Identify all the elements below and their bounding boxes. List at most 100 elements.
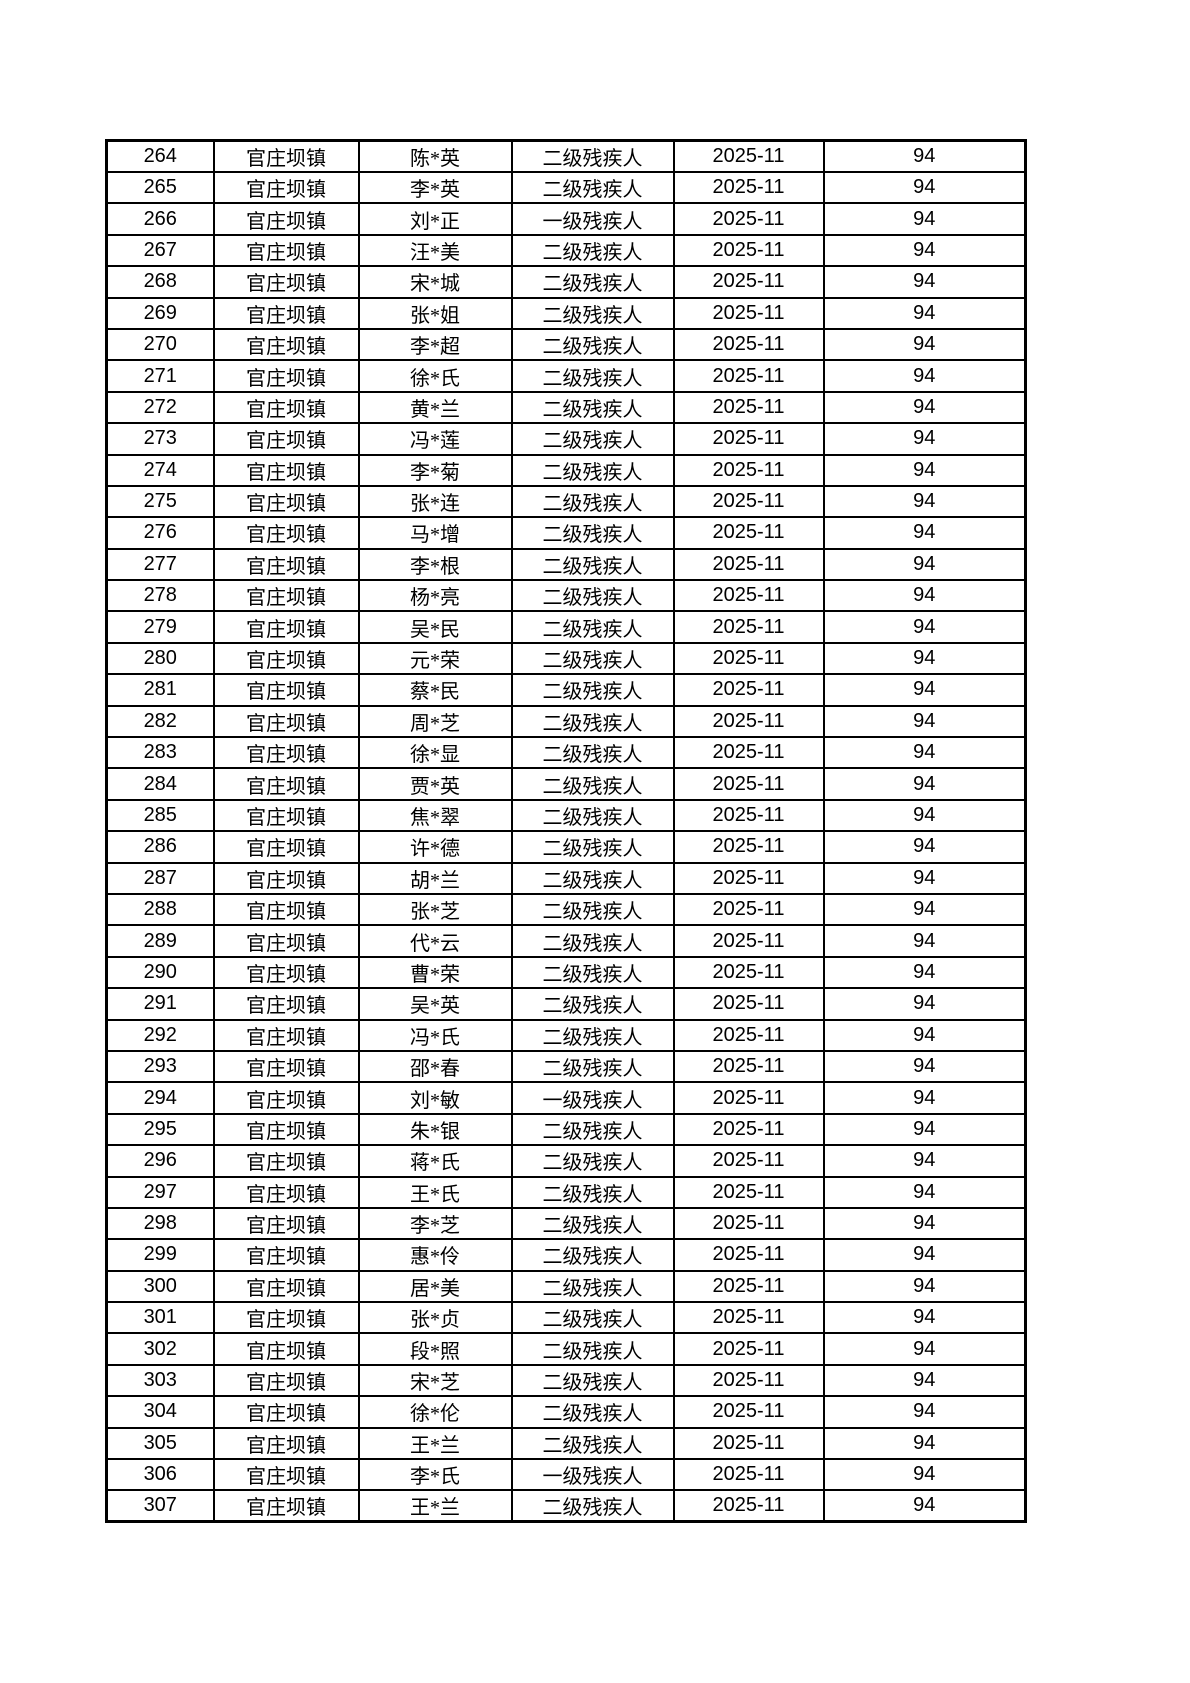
cell-town: 官庄坝镇 [212,1395,360,1429]
cell-amount: 94 [822,1049,1027,1084]
table-row: 269 官庄坝镇 张*姐 二级残疾人 2025-11 94 [105,296,1027,330]
cell-level: 一级残疾人 [510,1458,675,1492]
cell-month: 2025-11 [672,170,825,205]
cell-amount: 94 [822,170,1027,205]
cell-name: 徐*氏 [357,359,513,393]
cell-month: 2025-11 [672,861,825,895]
table-row: 304 官庄坝镇 徐*伦 二级残疾人 2025-11 94 [105,1395,1027,1429]
cell-level: 二级残疾人 [510,830,675,864]
cell-seq: 299 [105,1238,215,1272]
cell-seq: 297 [105,1175,215,1209]
cell-month: 2025-11 [672,1112,825,1147]
cell-level: 二级残疾人 [510,1144,675,1178]
cell-town: 官庄坝镇 [212,1112,360,1147]
cell-level: 二级残疾人 [510,422,675,456]
cell-month: 2025-11 [672,1238,825,1272]
table-row: 275 官庄坝镇 张*连 二级残疾人 2025-11 94 [105,484,1027,519]
cell-amount: 94 [822,516,1027,550]
cell-town: 官庄坝镇 [212,955,360,990]
cell-amount: 94 [822,296,1027,330]
table-row: 276 官庄坝镇 马*增 二级残疾人 2025-11 94 [105,516,1027,550]
cell-seq: 285 [105,798,215,833]
cell-town: 官庄坝镇 [212,924,360,958]
table-row: 280 官庄坝镇 元*荣 二级残疾人 2025-11 94 [105,641,1027,676]
cell-seq: 267 [105,233,215,268]
cell-amount: 94 [822,1458,1027,1492]
cell-month: 2025-11 [672,987,825,1021]
cell-seq: 273 [105,422,215,456]
cell-month: 2025-11 [672,579,825,613]
cell-seq: 274 [105,453,215,487]
cell-level: 二级残疾人 [510,1206,675,1241]
cell-name: 张*姐 [357,296,513,330]
cell-seq: 304 [105,1395,215,1429]
cell-town: 官庄坝镇 [212,1175,360,1209]
cell-amount: 94 [822,987,1027,1021]
table-row: 302 官庄坝镇 段*照 二级残疾人 2025-11 94 [105,1332,1027,1366]
cell-town: 官庄坝镇 [212,390,360,425]
cell-amount: 94 [822,704,1027,739]
cell-amount: 94 [822,1395,1027,1429]
cell-town: 官庄坝镇 [212,484,360,519]
cell-amount: 94 [822,139,1027,173]
cell-town: 官庄坝镇 [212,265,360,299]
cell-seq: 298 [105,1206,215,1241]
cell-seq: 282 [105,704,215,739]
cell-month: 2025-11 [672,484,825,519]
cell-amount: 94 [822,453,1027,487]
cell-level: 二级残疾人 [510,579,675,613]
table-row: 286 官庄坝镇 许*德 二级残疾人 2025-11 94 [105,830,1027,864]
cell-level: 二级残疾人 [510,1426,675,1461]
cell-month: 2025-11 [672,1144,825,1178]
cell-level: 一级残疾人 [510,1081,675,1115]
cell-name: 汪*美 [357,233,513,268]
table-row: 283 官庄坝镇 徐*显 二级残疾人 2025-11 94 [105,736,1027,770]
cell-name: 王*兰 [357,1426,513,1461]
cell-month: 2025-11 [672,1426,825,1461]
cell-month: 2025-11 [672,1489,825,1523]
cell-amount: 94 [822,955,1027,990]
cell-level: 二级残疾人 [510,704,675,739]
table-row: 303 官庄坝镇 宋*芝 二级残疾人 2025-11 94 [105,1363,1027,1398]
table-row: 279 官庄坝镇 吴*民 二级残疾人 2025-11 94 [105,610,1027,644]
cell-level: 二级残疾人 [510,736,675,770]
cell-level: 二级残疾人 [510,484,675,519]
cell-level: 二级残疾人 [510,610,675,644]
table-row: 274 官庄坝镇 李*菊 二级残疾人 2025-11 94 [105,453,1027,487]
cell-amount: 94 [822,265,1027,299]
cell-name: 代*云 [357,924,513,958]
cell-month: 2025-11 [672,1395,825,1429]
cell-month: 2025-11 [672,453,825,487]
table-row: 281 官庄坝镇 蔡*民 二级残疾人 2025-11 94 [105,673,1027,707]
table-row: 282 官庄坝镇 周*芝 二级残疾人 2025-11 94 [105,704,1027,739]
cell-town: 官庄坝镇 [212,641,360,676]
cell-amount: 94 [822,610,1027,644]
cell-month: 2025-11 [672,139,825,173]
cell-seq: 277 [105,547,215,582]
cell-town: 官庄坝镇 [212,579,360,613]
cell-town: 官庄坝镇 [212,359,360,393]
cell-seq: 287 [105,861,215,895]
cell-level: 二级残疾人 [510,767,675,801]
table-row: 293 官庄坝镇 邵*春 二级残疾人 2025-11 94 [105,1049,1027,1084]
cell-name: 宋*城 [357,265,513,299]
cell-seq: 291 [105,987,215,1021]
cell-level: 二级残疾人 [510,1301,675,1335]
cell-town: 官庄坝镇 [212,233,360,268]
cell-level: 一级残疾人 [510,202,675,236]
cell-town: 官庄坝镇 [212,1301,360,1335]
table-row: 307 官庄坝镇 王*兰 二级残疾人 2025-11 94 [105,1489,1027,1523]
cell-level: 二级残疾人 [510,892,675,927]
table-row: 266 官庄坝镇 刘*正 一级残疾人 2025-11 94 [105,202,1027,236]
cell-amount: 94 [822,1144,1027,1178]
cell-month: 2025-11 [672,359,825,393]
cell-seq: 293 [105,1049,215,1084]
cell-amount: 94 [822,202,1027,236]
cell-level: 二级残疾人 [510,1395,675,1429]
table-row: 299 官庄坝镇 惠*伶 二级残疾人 2025-11 94 [105,1238,1027,1272]
cell-level: 二级残疾人 [510,139,675,173]
cell-amount: 94 [822,1363,1027,1398]
cell-town: 官庄坝镇 [212,516,360,550]
cell-town: 官庄坝镇 [212,1049,360,1084]
cell-level: 二级残疾人 [510,170,675,205]
